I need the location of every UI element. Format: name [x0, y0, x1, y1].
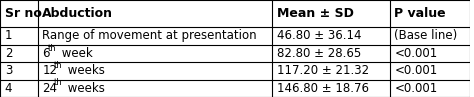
Text: 12: 12 — [42, 64, 57, 77]
Text: 3: 3 — [5, 64, 12, 77]
Text: 46.80 ± 36.14: 46.80 ± 36.14 — [277, 29, 362, 42]
Text: 2: 2 — [5, 47, 12, 60]
Text: Range of movement at presentation: Range of movement at presentation — [42, 29, 257, 42]
Text: th: th — [48, 44, 56, 52]
Text: th: th — [54, 78, 62, 87]
Text: 4: 4 — [5, 82, 12, 95]
Text: weeks: weeks — [64, 82, 105, 95]
Text: <0.001: <0.001 — [394, 64, 438, 77]
Text: 146.80 ± 18.76: 146.80 ± 18.76 — [277, 82, 369, 95]
Text: 117.20 ± 21.32: 117.20 ± 21.32 — [277, 64, 369, 77]
Text: Abduction: Abduction — [42, 7, 113, 20]
Text: (Base line): (Base line) — [394, 29, 458, 42]
Text: week: week — [58, 47, 93, 60]
Text: 82.80 ± 28.65: 82.80 ± 28.65 — [277, 47, 361, 60]
Text: <0.001: <0.001 — [394, 82, 438, 95]
Text: 24: 24 — [42, 82, 57, 95]
Text: Mean ± SD: Mean ± SD — [277, 7, 354, 20]
Text: <0.001: <0.001 — [394, 47, 438, 60]
Text: 1: 1 — [5, 29, 12, 42]
Text: weeks: weeks — [64, 64, 105, 77]
Text: P value: P value — [394, 7, 446, 20]
Text: th: th — [54, 61, 62, 70]
Text: Sr no: Sr no — [5, 7, 42, 20]
Text: 6: 6 — [42, 47, 50, 60]
